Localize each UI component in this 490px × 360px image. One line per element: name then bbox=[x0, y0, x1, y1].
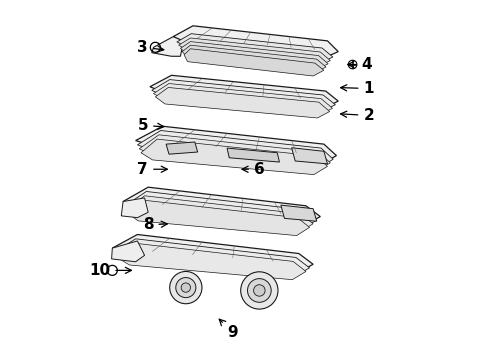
Polygon shape bbox=[180, 41, 328, 69]
Text: 9: 9 bbox=[219, 319, 238, 340]
Polygon shape bbox=[166, 142, 197, 154]
Polygon shape bbox=[116, 243, 306, 280]
Polygon shape bbox=[179, 38, 330, 66]
Circle shape bbox=[176, 278, 196, 298]
Text: 7: 7 bbox=[138, 162, 167, 177]
Text: 8: 8 bbox=[143, 217, 167, 232]
Polygon shape bbox=[141, 139, 327, 175]
Polygon shape bbox=[173, 26, 338, 58]
Polygon shape bbox=[123, 187, 320, 225]
Polygon shape bbox=[139, 135, 330, 171]
Text: 3: 3 bbox=[138, 40, 164, 55]
Text: 2: 2 bbox=[341, 108, 374, 123]
Polygon shape bbox=[114, 239, 310, 276]
Polygon shape bbox=[136, 126, 337, 164]
Circle shape bbox=[181, 283, 191, 292]
Polygon shape bbox=[281, 205, 317, 221]
Text: 10: 10 bbox=[89, 263, 131, 278]
Polygon shape bbox=[152, 37, 184, 56]
Polygon shape bbox=[150, 75, 338, 108]
Polygon shape bbox=[182, 45, 326, 72]
Polygon shape bbox=[122, 198, 148, 218]
Text: 1: 1 bbox=[341, 81, 374, 96]
Circle shape bbox=[247, 279, 271, 302]
Text: 4: 4 bbox=[348, 57, 372, 72]
Circle shape bbox=[254, 285, 265, 296]
Polygon shape bbox=[227, 148, 279, 162]
Polygon shape bbox=[292, 148, 327, 164]
Polygon shape bbox=[112, 241, 145, 262]
Circle shape bbox=[241, 272, 278, 309]
Polygon shape bbox=[152, 80, 335, 112]
Text: 5: 5 bbox=[138, 118, 164, 133]
Polygon shape bbox=[184, 49, 324, 76]
Polygon shape bbox=[177, 34, 333, 62]
Polygon shape bbox=[128, 200, 310, 235]
Polygon shape bbox=[126, 196, 313, 232]
Polygon shape bbox=[137, 131, 333, 167]
Polygon shape bbox=[155, 87, 330, 118]
Text: 6: 6 bbox=[242, 162, 265, 177]
Polygon shape bbox=[125, 192, 317, 228]
Circle shape bbox=[170, 271, 202, 304]
Polygon shape bbox=[112, 234, 313, 273]
Polygon shape bbox=[153, 84, 333, 115]
